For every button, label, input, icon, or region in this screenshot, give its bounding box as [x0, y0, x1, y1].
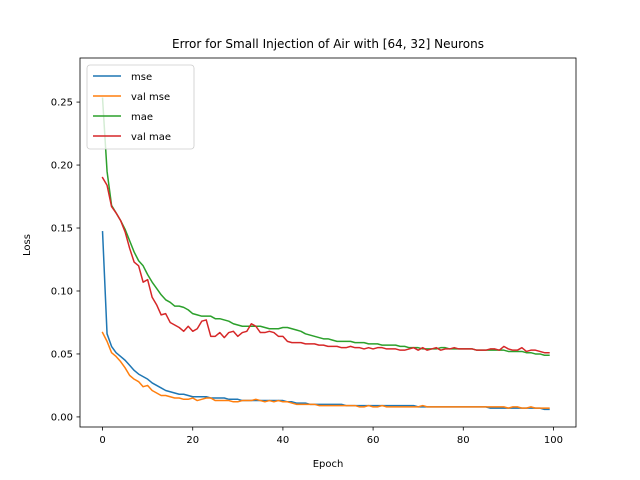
legend-label: val mse [131, 92, 170, 103]
x-tick-label: 80 [457, 435, 470, 446]
x-tick-label: 60 [367, 435, 380, 446]
y-axis-label: Loss [22, 234, 33, 256]
legend-label: val mae [131, 132, 171, 143]
x-tick-label: 0 [99, 435, 105, 446]
series-line-val-mae [101, 176, 550, 354]
y-tick-label: 0.00 [51, 412, 73, 423]
legend-label: mse [131, 72, 152, 83]
y-tick-label: 0.10 [51, 286, 73, 297]
x-tick-label: 20 [186, 435, 199, 446]
x-tick-label: 100 [544, 435, 563, 446]
axes-layer: 0 20 40 60 80 100 0.00 0.05 0.10 0.15 0.20 0.25 [51, 57, 577, 446]
x-axis-label: Epoch [313, 459, 344, 470]
y-tick-label: 0.05 [51, 349, 73, 360]
y-tick-label: 0.25 [51, 98, 73, 109]
plot-frame [79, 57, 577, 428]
chart-title: Error for Small Injection of Air with [6… [172, 37, 484, 51]
legend-box [86, 64, 195, 150]
y-tick-label: 0.20 [51, 161, 73, 172]
series-line-val-mse [101, 331, 550, 409]
y-tick-label: 0.15 [51, 224, 73, 235]
series-layer [101, 97, 550, 411]
legend: mse val mse mae val mae [86, 64, 195, 150]
x-tick-label: 40 [277, 435, 290, 446]
legend-label: mae [131, 112, 153, 123]
